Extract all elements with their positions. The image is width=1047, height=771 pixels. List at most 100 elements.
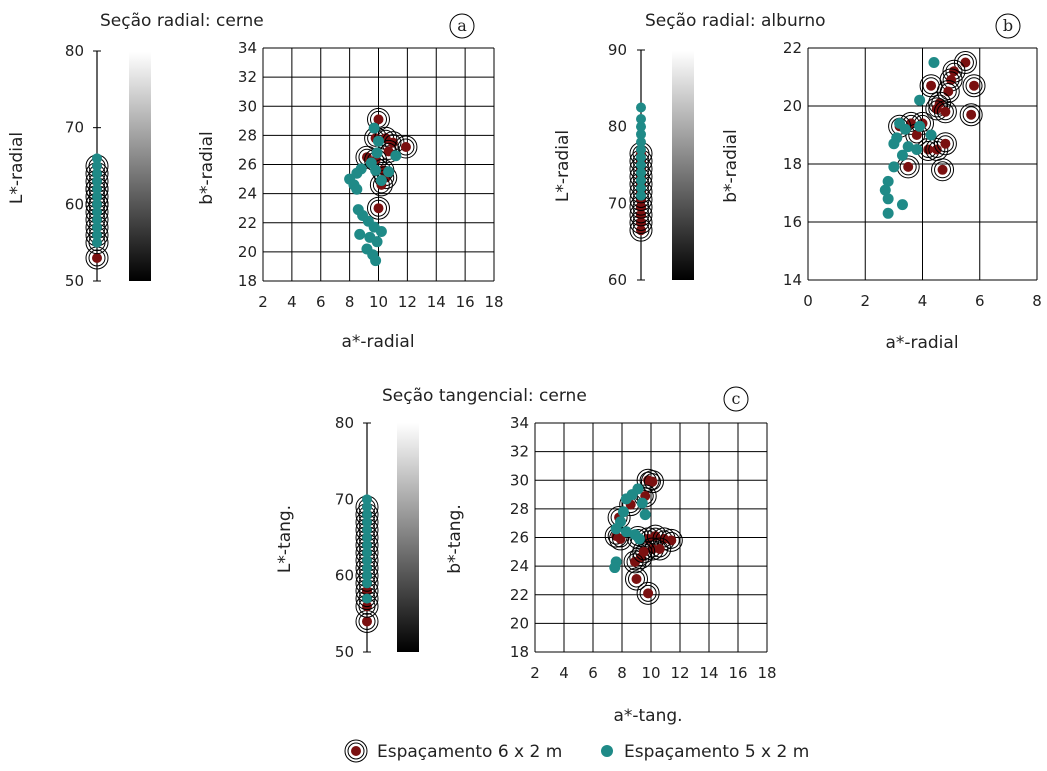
panel-b-x-tick-label: 2 bbox=[860, 292, 870, 310]
panel-b-colorbar-label: b*-radial bbox=[721, 129, 741, 203]
panel-b-letter: b bbox=[996, 14, 1020, 38]
panel-c: Seção tangencial: cerne c 50 60 70 80 L*-ta… bbox=[275, 386, 777, 726]
panel-c-point-5x2 bbox=[618, 506, 629, 517]
legend-symbol-5x2 bbox=[601, 745, 613, 757]
panel-c-strip-tick-label: 80 bbox=[335, 414, 354, 432]
panel-b-point-5x2 bbox=[883, 208, 894, 219]
svg-text:a: a bbox=[457, 16, 467, 35]
panel-c-colorbar-label: b*-tang. bbox=[445, 504, 465, 573]
panel-a-colorbar-label: b*-radial bbox=[197, 131, 217, 205]
legend-symbol-6x2 bbox=[345, 740, 367, 762]
panel-b-xlabel: a*-radial bbox=[885, 333, 958, 353]
panel-a-y-tick-label: 26 bbox=[238, 156, 257, 174]
panel-c-y-tick-label: 32 bbox=[510, 443, 529, 461]
panel-b-strip-point-5x2 bbox=[636, 103, 646, 113]
panel-a-point-5x2 bbox=[369, 123, 380, 134]
panel-b-y-tick-label: 16 bbox=[783, 213, 802, 231]
panel-c-y-tick-label: 18 bbox=[510, 643, 529, 661]
panel-b-strip: 60708090 bbox=[608, 41, 652, 289]
panel-b-x-tick-label: 6 bbox=[975, 292, 985, 310]
panel-c-y-tick-label: 34 bbox=[510, 414, 529, 432]
panel-b-y-tick-label: 18 bbox=[783, 155, 802, 173]
panel-c-strip-tick-label: 70 bbox=[335, 490, 354, 508]
legend-label-6x2: Espaçamento 6 x 2 m bbox=[377, 742, 562, 762]
panel-a-strip-tick-label: 70 bbox=[65, 119, 84, 137]
panel-c-x-tick-label: 2 bbox=[530, 664, 540, 682]
panel-a-x-tick-label: 18 bbox=[484, 293, 503, 311]
panel-a-point-5x2 bbox=[373, 136, 384, 147]
panel-a-point-5x2 bbox=[370, 255, 381, 266]
panel-a-point-5x2 bbox=[372, 236, 383, 247]
panel-b-point-6x2 bbox=[960, 104, 982, 126]
panel-b-y-tick-label: 22 bbox=[783, 39, 802, 57]
panel-b-point-5x2 bbox=[897, 150, 908, 161]
panel-c-strip: 50607080 bbox=[335, 414, 378, 661]
panel-a-point-5x2 bbox=[383, 166, 394, 177]
panel-a-y-tick-label: 32 bbox=[238, 68, 257, 86]
panel-c-y-tick-label: 28 bbox=[510, 500, 529, 518]
panel-c-y-tick-label: 26 bbox=[510, 529, 529, 547]
panel-a-x-tick-label: 8 bbox=[345, 293, 355, 311]
panel-a-y-tick-label: 34 bbox=[238, 39, 257, 57]
panel-c-x-tick-label: 6 bbox=[588, 664, 598, 682]
panel-a-x-tick-label: 6 bbox=[316, 293, 326, 311]
panel-b-point-6x2 bbox=[963, 75, 985, 97]
panel-c-y-tick-label: 24 bbox=[510, 557, 529, 575]
panel-c-point-6x2 bbox=[637, 582, 659, 604]
panel-b-point-5x2 bbox=[900, 124, 911, 135]
panel-a-point-5x2 bbox=[376, 175, 387, 186]
panel-c-title: Seção tangencial: cerne bbox=[382, 386, 587, 406]
panel-a-y-tick-label: 18 bbox=[238, 272, 257, 290]
panel-c-point-5x2 bbox=[634, 533, 645, 544]
panel-b-colorbar bbox=[672, 51, 694, 280]
panel-a-x-tick-label: 14 bbox=[427, 293, 446, 311]
panel-c-x-tick-label: 10 bbox=[641, 664, 660, 682]
panel-a-y-tick-label: 30 bbox=[238, 97, 257, 115]
panel-c-point-5x2 bbox=[637, 498, 648, 509]
panel-c-point-5x2 bbox=[640, 509, 651, 520]
legend: Espaçamento 6 x 2 m Espaçamento 5 x 2 m bbox=[345, 740, 809, 762]
panel-b-point-5x2 bbox=[914, 121, 925, 132]
panel-b-point-5x2 bbox=[888, 161, 899, 172]
panel-b-point-5x2 bbox=[928, 57, 939, 68]
panel-c-point-5x2 bbox=[611, 523, 622, 534]
panel-a-strip-tick-label: 50 bbox=[65, 272, 84, 290]
panel-a-strip-tick-label: 60 bbox=[65, 195, 84, 213]
panel-b-x-tick-label: 0 bbox=[803, 292, 813, 310]
panel-c-colorbar bbox=[397, 423, 419, 652]
legend-label-5x2: Espaçamento 5 x 2 m bbox=[624, 742, 809, 762]
panel-b-x-tick-label: 8 bbox=[1032, 292, 1042, 310]
panel-a-x-tick-label: 16 bbox=[456, 293, 475, 311]
panel-a-xlabel: a*-radial bbox=[341, 332, 414, 352]
panel-b-strip-tick-label: 60 bbox=[608, 271, 627, 289]
panel-c-point-6x2 bbox=[633, 541, 655, 563]
panel-b-point-5x2 bbox=[883, 193, 894, 204]
panel-a-strip: 50 60 70 80 bbox=[65, 42, 108, 290]
panel-b-scatter: 0 2 4 6 8 14 16 18 20 22 bbox=[783, 39, 1042, 310]
svg-text:b: b bbox=[1003, 16, 1013, 35]
panel-c-xlabel: a*-tang. bbox=[613, 706, 682, 726]
panel-b-strip-tick-label: 70 bbox=[608, 194, 627, 212]
panel-c-point-6x2 bbox=[641, 471, 663, 493]
panel-a-x-tick-label: 10 bbox=[369, 293, 388, 311]
panel-b-strip-point-5x2 bbox=[636, 114, 646, 124]
panel-b-title: Seção radial: alburno bbox=[645, 11, 826, 31]
panel-a-point-5x2 bbox=[372, 147, 383, 158]
panel-c-strip-ylabel: L*-tang. bbox=[275, 505, 295, 573]
panel-c-x-tick-label: 18 bbox=[757, 664, 776, 682]
panel-b-strip-ylabel: L*-radial bbox=[553, 130, 573, 202]
panel-a-y-tick-label: 28 bbox=[238, 126, 257, 144]
panel-c-strip-point-5x2 bbox=[362, 594, 372, 604]
panel-a-point-5x2 bbox=[370, 165, 381, 176]
panel-a-letter: a bbox=[450, 14, 474, 38]
panel-b-point-5x2 bbox=[914, 95, 925, 106]
panel-a-point-5x2 bbox=[376, 226, 387, 237]
panel-b-point-6x2 bbox=[934, 133, 956, 155]
panel-b-point-5x2 bbox=[926, 130, 937, 141]
panel-a-point-6x2 bbox=[368, 197, 390, 219]
panel-a-x-tick-label: 12 bbox=[398, 293, 417, 311]
panel-b-point-5x2 bbox=[888, 138, 899, 149]
panel-b-point-5x2 bbox=[897, 199, 908, 210]
